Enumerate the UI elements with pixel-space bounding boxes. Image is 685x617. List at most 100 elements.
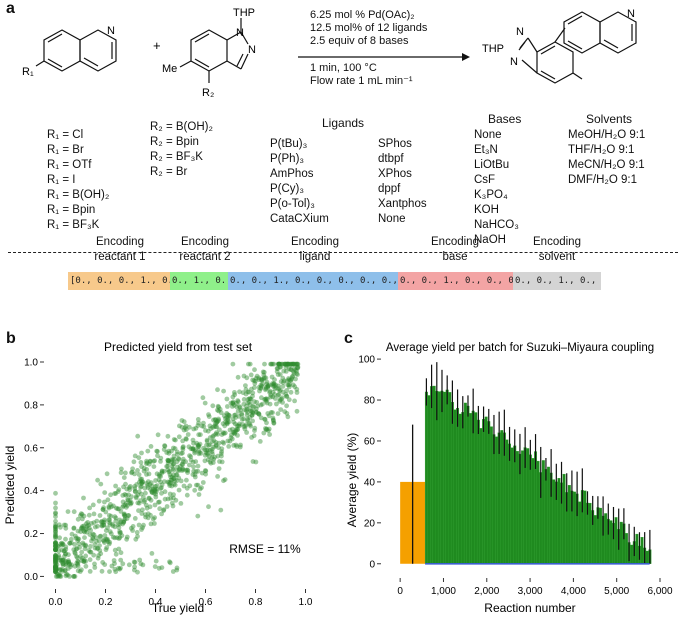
scatter-point (153, 484, 158, 489)
scatter-point (53, 563, 58, 569)
scatter-point (138, 561, 144, 567)
scatter-point (294, 390, 300, 395)
scatter-point (53, 547, 58, 553)
scatter-point (144, 460, 150, 466)
scatter-point (270, 394, 276, 400)
scatter-point (295, 361, 301, 367)
ligand-item: None (378, 213, 406, 225)
chart-b-ylabel: Predicted yield (3, 446, 17, 525)
scatter-point (90, 531, 96, 537)
scatter-point (283, 364, 289, 370)
scatter-point (129, 494, 134, 500)
scatter-point (276, 361, 282, 367)
scatter-point (224, 396, 230, 402)
scatter-point (53, 511, 58, 517)
scatter-point (280, 361, 285, 367)
scatter-point (245, 416, 251, 422)
scatter-point (168, 474, 174, 480)
scatter-point (141, 465, 147, 471)
scatter-point (202, 452, 208, 458)
scatter-point (207, 423, 213, 429)
scatter-point (53, 553, 58, 559)
product-quinoline-n-atom: N (627, 8, 635, 20)
scatter-point (222, 477, 228, 482)
scatter-point (100, 560, 106, 565)
scatter-point (225, 417, 231, 422)
y-tick-label: 0.2 (24, 529, 38, 540)
scatter-point (92, 565, 98, 570)
scatter-points (53, 361, 301, 579)
scatter-point (53, 569, 58, 574)
scatter-point (170, 457, 176, 463)
scatter-point (102, 533, 108, 538)
scatter-point (73, 535, 79, 541)
scatter-point (59, 559, 65, 564)
scatter-point (57, 558, 62, 563)
scatter-point (237, 389, 242, 395)
scatter-point (152, 488, 158, 494)
scatter-point (144, 467, 150, 472)
scatter-point (122, 513, 128, 519)
scatter-point (213, 431, 219, 437)
scatter-point (248, 396, 254, 402)
scatter-point (56, 544, 61, 549)
scatter-point (173, 437, 178, 443)
scatter-point (274, 366, 280, 371)
scatter-point (112, 535, 118, 541)
batch-bar (484, 416, 488, 564)
scatter-point (140, 479, 146, 485)
scatter-point (55, 571, 60, 577)
scatter-point (74, 554, 79, 559)
scatter-point (207, 459, 213, 465)
y-tick-label: 0.6 (24, 443, 38, 454)
scatter-point (159, 470, 165, 476)
scatter-point (131, 459, 137, 465)
scatter-point (74, 546, 80, 551)
scatter-point (53, 567, 58, 573)
scatter-point (271, 420, 277, 426)
scatter-point (159, 490, 164, 496)
base-item: KOH (474, 204, 499, 216)
product-n1-atom: N (510, 56, 518, 68)
scatter-point (66, 559, 72, 565)
scatter-point (125, 513, 131, 518)
scatter-point (54, 566, 60, 572)
batch-bar (583, 490, 587, 564)
scatter-point (235, 427, 241, 432)
scatter-point (271, 381, 277, 387)
scatter-point (60, 561, 66, 566)
scatter-point (75, 536, 81, 542)
scatter-point (79, 567, 84, 573)
scatter-point (118, 530, 123, 535)
scatter-point (101, 538, 107, 544)
scatter-point (262, 416, 267, 422)
batch-bar (443, 391, 447, 564)
scatter-point (266, 382, 272, 388)
scatter-point (229, 404, 235, 409)
scatter-point (53, 554, 58, 560)
scatter-point (53, 562, 58, 568)
scatter-point (253, 378, 258, 384)
scatter-point (169, 448, 174, 454)
scatter-point (167, 560, 173, 566)
scatter-point (139, 476, 145, 482)
scatter-point (145, 515, 151, 521)
x-tick-label: 5,000 (604, 586, 629, 597)
scatter-point (147, 482, 153, 487)
scatter-point (202, 447, 208, 453)
batch-bar (536, 460, 540, 564)
scatter-point (95, 545, 101, 551)
batch-bar (448, 392, 452, 564)
scatter-point (159, 469, 165, 475)
scatter-point (162, 443, 168, 448)
scatter-point (148, 497, 154, 503)
scatter-point (75, 538, 81, 543)
scatter-point (109, 563, 115, 569)
scatter-point (191, 464, 196, 470)
scatter-point (67, 561, 73, 567)
bases-list: None Et₃N LiOtBu CsF K₃PO₄ KOH NaHCO₃ Na… (474, 128, 519, 248)
batch-bar (599, 507, 602, 564)
scatter-point (132, 489, 138, 494)
scatter-point (295, 372, 300, 377)
scatter-point (53, 557, 58, 563)
